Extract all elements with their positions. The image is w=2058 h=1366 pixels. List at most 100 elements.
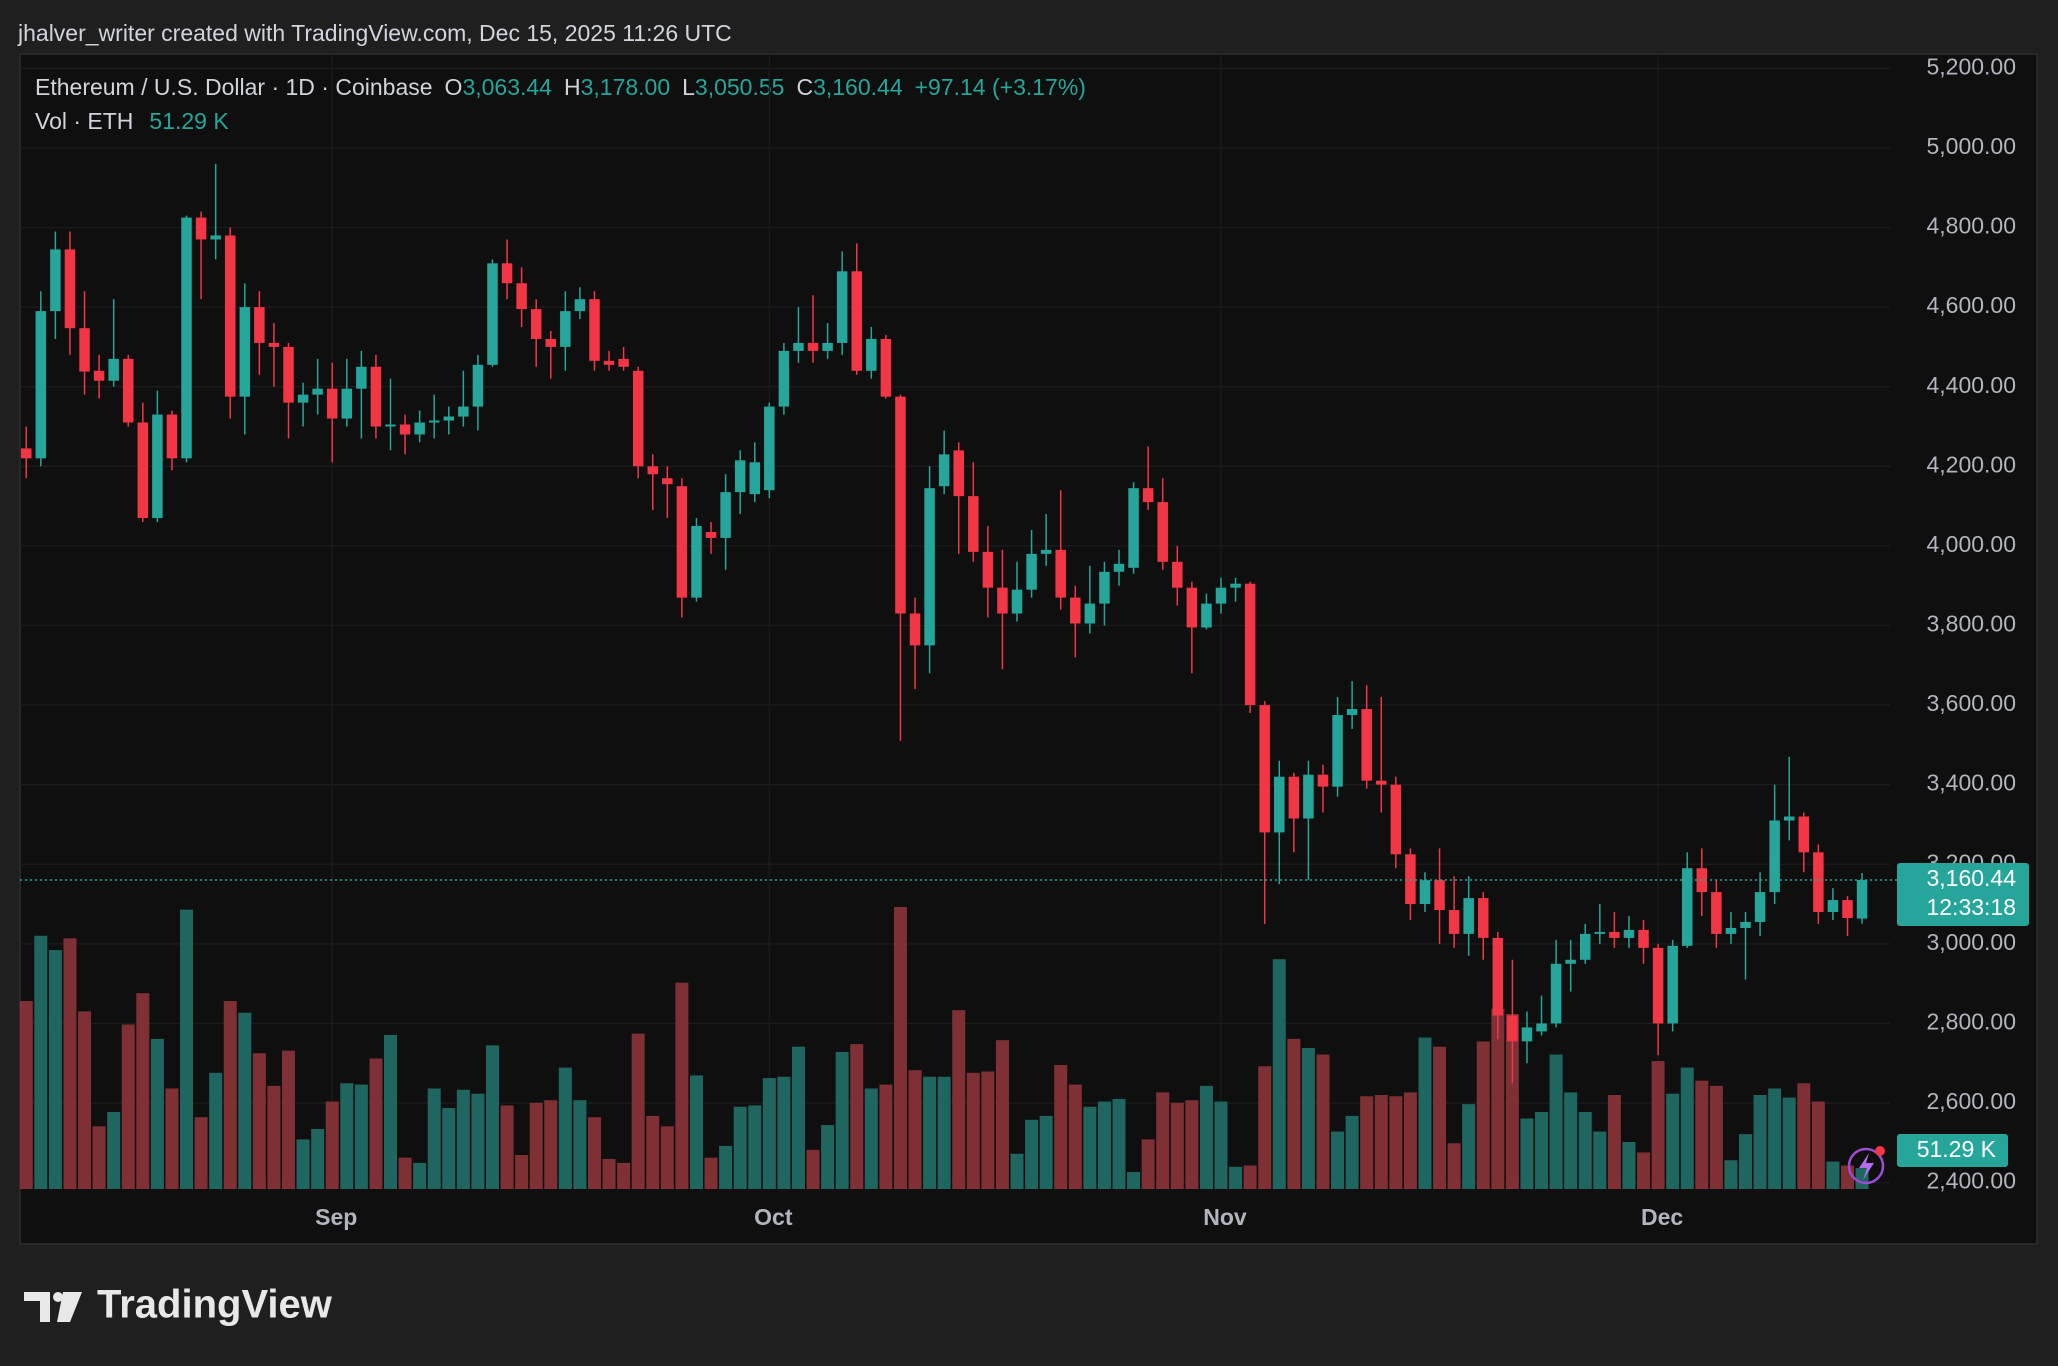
candle-body bbox=[472, 364, 484, 407]
volume-bar bbox=[209, 1072, 223, 1189]
candle-body bbox=[152, 414, 163, 519]
x-tick-label: Sep bbox=[315, 1204, 357, 1230]
volume-bar bbox=[354, 1084, 368, 1189]
volume-tag-label: 51.29 K bbox=[1917, 1136, 1997, 1162]
candle-body bbox=[705, 531, 717, 538]
candle-body bbox=[909, 613, 921, 646]
volume-bar bbox=[1010, 1153, 1024, 1189]
candle-body bbox=[1186, 587, 1198, 628]
candle-body bbox=[166, 414, 178, 459]
candle-body bbox=[720, 492, 731, 538]
candle-body bbox=[1623, 929, 1635, 938]
volume-bar bbox=[966, 1072, 980, 1189]
volume-bar bbox=[1258, 1066, 1272, 1189]
candle-body bbox=[1550, 963, 1562, 1024]
candle-body bbox=[370, 366, 382, 427]
volume-bar bbox=[1054, 1064, 1068, 1189]
close-value: 3,160.44 bbox=[813, 74, 903, 100]
volume-bar bbox=[1622, 1142, 1636, 1189]
countdown-label: 12:33:18 bbox=[1926, 894, 2016, 920]
candle-body bbox=[1434, 880, 1445, 911]
candle-body bbox=[1856, 880, 1868, 919]
candle-body bbox=[1332, 715, 1343, 787]
icon-dot bbox=[1875, 1146, 1885, 1156]
candle-body bbox=[1827, 900, 1839, 913]
volume-bar bbox=[1695, 1080, 1709, 1189]
volume-bar bbox=[1433, 1046, 1447, 1189]
candle-body bbox=[1376, 780, 1387, 785]
candle-body bbox=[676, 486, 688, 598]
candle-body bbox=[224, 235, 236, 397]
volume-bar bbox=[1578, 1111, 1592, 1189]
candle-body bbox=[1579, 933, 1591, 960]
volume-bar bbox=[1651, 1061, 1665, 1189]
symbol: Ethereum / U.S. Dollar · 1D · Coinbase bbox=[35, 74, 433, 100]
candle-body bbox=[1681, 868, 1693, 946]
volume-bar bbox=[1505, 1014, 1519, 1189]
candle-body bbox=[1215, 587, 1227, 604]
candle-body bbox=[968, 496, 979, 552]
candle-body bbox=[1142, 488, 1154, 503]
icon-ring bbox=[1847, 1147, 1885, 1185]
candle-body bbox=[1099, 571, 1110, 604]
volume-tag bbox=[1897, 1134, 2008, 1167]
volume-bar bbox=[427, 1088, 441, 1189]
volume-bar bbox=[1272, 959, 1286, 1189]
candle-body bbox=[1157, 502, 1168, 562]
last-price-label: 3,160.44 bbox=[1926, 865, 2016, 891]
candle-body bbox=[1390, 784, 1402, 855]
candle-body bbox=[1448, 910, 1460, 934]
candle-body bbox=[1594, 931, 1606, 934]
candle-body bbox=[662, 478, 673, 485]
last-price-tag bbox=[1897, 863, 2029, 927]
volume-bar bbox=[981, 1071, 995, 1189]
volume-bar bbox=[238, 1012, 252, 1189]
volume-bar bbox=[1447, 1143, 1461, 1189]
volume-bar bbox=[806, 1149, 820, 1189]
logo-mark bbox=[24, 1292, 50, 1322]
volume-bar bbox=[92, 1126, 106, 1189]
volume-bar bbox=[1141, 1139, 1155, 1189]
volume-bar bbox=[1199, 1085, 1213, 1189]
volume-bar bbox=[1535, 1111, 1549, 1189]
candle-body bbox=[1521, 1027, 1533, 1042]
candle-body bbox=[734, 460, 746, 493]
candle-body bbox=[895, 396, 906, 614]
candle-body bbox=[1638, 929, 1649, 948]
volume-bar bbox=[762, 1078, 776, 1189]
volume-bar bbox=[1112, 1098, 1126, 1189]
candle-body bbox=[793, 342, 804, 351]
candle-body bbox=[195, 217, 207, 240]
candle-body bbox=[1259, 705, 1270, 833]
volume-bar bbox=[223, 1001, 237, 1189]
volume-bar bbox=[1637, 1152, 1651, 1189]
footer-brand: TradingView bbox=[97, 1283, 333, 1327]
candle-body bbox=[851, 271, 862, 371]
candle-body bbox=[560, 311, 571, 347]
candle-body bbox=[1783, 816, 1795, 821]
volume-bar bbox=[1374, 1095, 1388, 1189]
volume-bar bbox=[1170, 1102, 1184, 1189]
candle-body bbox=[1070, 597, 1081, 624]
volume-bar bbox=[1768, 1088, 1782, 1189]
volume-bar bbox=[1593, 1131, 1607, 1189]
volume-bar bbox=[1666, 1093, 1680, 1189]
candle-body bbox=[443, 416, 455, 421]
candle-body bbox=[1798, 816, 1810, 853]
volume-bar bbox=[1039, 1115, 1053, 1189]
volume-bar bbox=[136, 993, 150, 1189]
volume-bar bbox=[78, 1011, 92, 1189]
volume-bar bbox=[893, 907, 907, 1189]
volume-bar bbox=[864, 1088, 878, 1189]
volume-bar bbox=[544, 1100, 558, 1189]
candle-body bbox=[93, 370, 105, 381]
volume-value: 51.29 K bbox=[149, 108, 229, 134]
candle-body bbox=[1026, 553, 1037, 590]
assistant-icon bbox=[1847, 1146, 1885, 1185]
candle-body bbox=[297, 394, 309, 403]
close-label: C bbox=[796, 74, 813, 100]
volume-bar bbox=[150, 1038, 164, 1189]
volume-bar bbox=[923, 1076, 937, 1189]
